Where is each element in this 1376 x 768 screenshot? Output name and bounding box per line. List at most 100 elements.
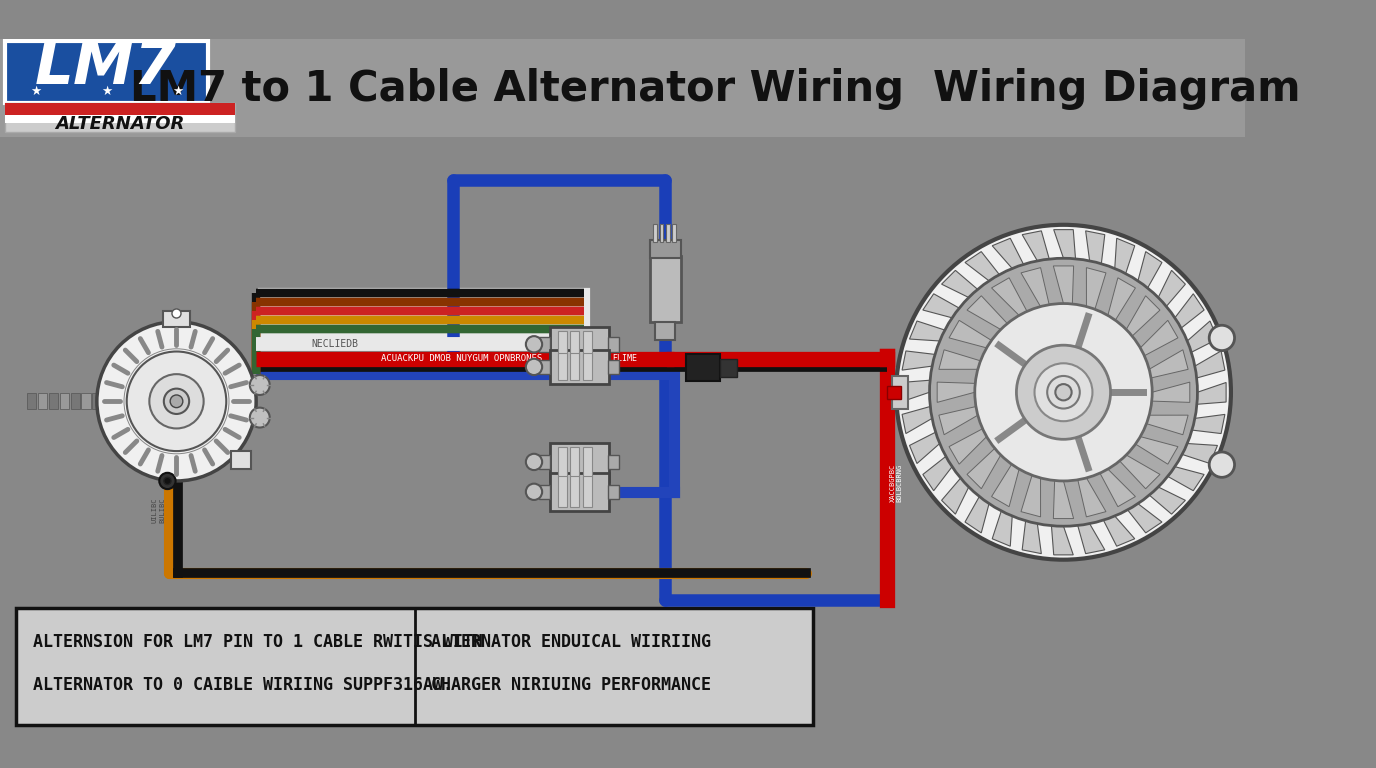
Circle shape [526, 484, 542, 500]
Bar [17, 607, 813, 725]
Bar [59, 393, 69, 409]
Bar [550, 349, 610, 384]
Bar [608, 337, 619, 352]
Text: NECLIEDB: NECLIEDB [311, 339, 358, 349]
Polygon shape [1099, 469, 1135, 507]
Polygon shape [1197, 382, 1226, 404]
Bar [92, 393, 102, 409]
Polygon shape [1051, 525, 1073, 554]
Polygon shape [992, 511, 1013, 546]
Bar [583, 331, 592, 358]
Polygon shape [1149, 349, 1187, 378]
Bar [666, 224, 670, 242]
Bar [557, 476, 567, 507]
Bar [539, 359, 550, 374]
Polygon shape [1021, 475, 1040, 517]
Polygon shape [1115, 238, 1135, 273]
Bar [231, 451, 250, 469]
Text: XACCBGPBC
BOLBCBRNG: XACCBGPBC BOLBCBRNG [890, 464, 903, 502]
Circle shape [164, 389, 189, 414]
Circle shape [164, 478, 171, 485]
Bar [103, 393, 113, 409]
Polygon shape [938, 349, 981, 369]
Bar [550, 443, 610, 481]
Bar [649, 257, 681, 322]
Circle shape [1017, 345, 1110, 439]
Polygon shape [938, 406, 978, 435]
Bar [81, 393, 91, 409]
Polygon shape [967, 296, 1007, 329]
Polygon shape [1108, 278, 1135, 320]
Circle shape [96, 322, 256, 481]
Bar [570, 331, 579, 358]
Polygon shape [1192, 415, 1225, 434]
Circle shape [1035, 363, 1093, 421]
Bar [892, 376, 908, 409]
Text: ALTERNATOR: ALTERNATOR [55, 115, 184, 134]
Bar [687, 354, 721, 382]
Circle shape [127, 352, 226, 451]
Bar [557, 353, 567, 380]
Bar [4, 103, 235, 131]
Text: ★: ★ [30, 85, 41, 98]
Circle shape [896, 225, 1232, 560]
Polygon shape [1054, 230, 1076, 259]
Bar [550, 327, 610, 362]
Polygon shape [1021, 267, 1049, 306]
Polygon shape [1175, 294, 1204, 328]
Bar [888, 386, 900, 399]
Bar [608, 485, 619, 499]
Polygon shape [1135, 436, 1178, 464]
Polygon shape [1126, 296, 1160, 336]
Circle shape [171, 395, 183, 408]
Polygon shape [901, 380, 930, 402]
Polygon shape [1146, 415, 1187, 435]
Bar [539, 337, 550, 352]
Polygon shape [1077, 524, 1105, 554]
Polygon shape [1022, 521, 1042, 554]
Polygon shape [949, 429, 987, 464]
Bar [570, 353, 579, 380]
Text: LM7: LM7 [36, 38, 178, 97]
Circle shape [526, 359, 542, 375]
Bar [673, 224, 676, 242]
Bar [649, 240, 681, 258]
Polygon shape [941, 270, 978, 297]
Bar [570, 446, 579, 478]
Polygon shape [910, 321, 945, 341]
Polygon shape [949, 320, 992, 348]
Circle shape [250, 375, 270, 395]
Bar [660, 224, 663, 242]
Polygon shape [992, 464, 1020, 507]
Bar [0, 39, 1245, 137]
Bar [655, 322, 676, 339]
Bar [70, 393, 80, 409]
Polygon shape [1054, 481, 1073, 518]
Text: ★: ★ [102, 85, 113, 98]
Polygon shape [1077, 478, 1106, 517]
Text: ALTERNATOR TO 0 CAIBLE WIRIING SUPPF316AW.: ALTERNATOR TO 0 CAIBLE WIRIING SUPPF316A… [33, 676, 453, 694]
Bar [608, 359, 619, 374]
Polygon shape [965, 496, 989, 533]
Circle shape [160, 473, 176, 489]
Polygon shape [923, 294, 959, 318]
Text: UILIBC
BULIBC: UILIBC BULIBC [151, 497, 165, 523]
Polygon shape [1086, 231, 1105, 263]
Polygon shape [1127, 504, 1161, 533]
Polygon shape [1054, 266, 1073, 304]
Text: LM7 to 1 Cable Alternator Wiring  Wiring Diagram: LM7 to 1 Cable Alternator Wiring Wiring … [129, 68, 1300, 110]
Circle shape [1210, 326, 1234, 351]
Bar [162, 311, 190, 327]
Polygon shape [923, 456, 952, 491]
Circle shape [1047, 376, 1080, 409]
Circle shape [526, 454, 542, 470]
Bar [50, 393, 58, 409]
Bar [539, 455, 550, 469]
Bar [583, 353, 592, 380]
Bar [608, 455, 619, 469]
Circle shape [526, 336, 542, 353]
Polygon shape [1182, 443, 1218, 464]
Polygon shape [1022, 231, 1050, 261]
Polygon shape [1104, 516, 1135, 546]
Circle shape [250, 408, 270, 428]
